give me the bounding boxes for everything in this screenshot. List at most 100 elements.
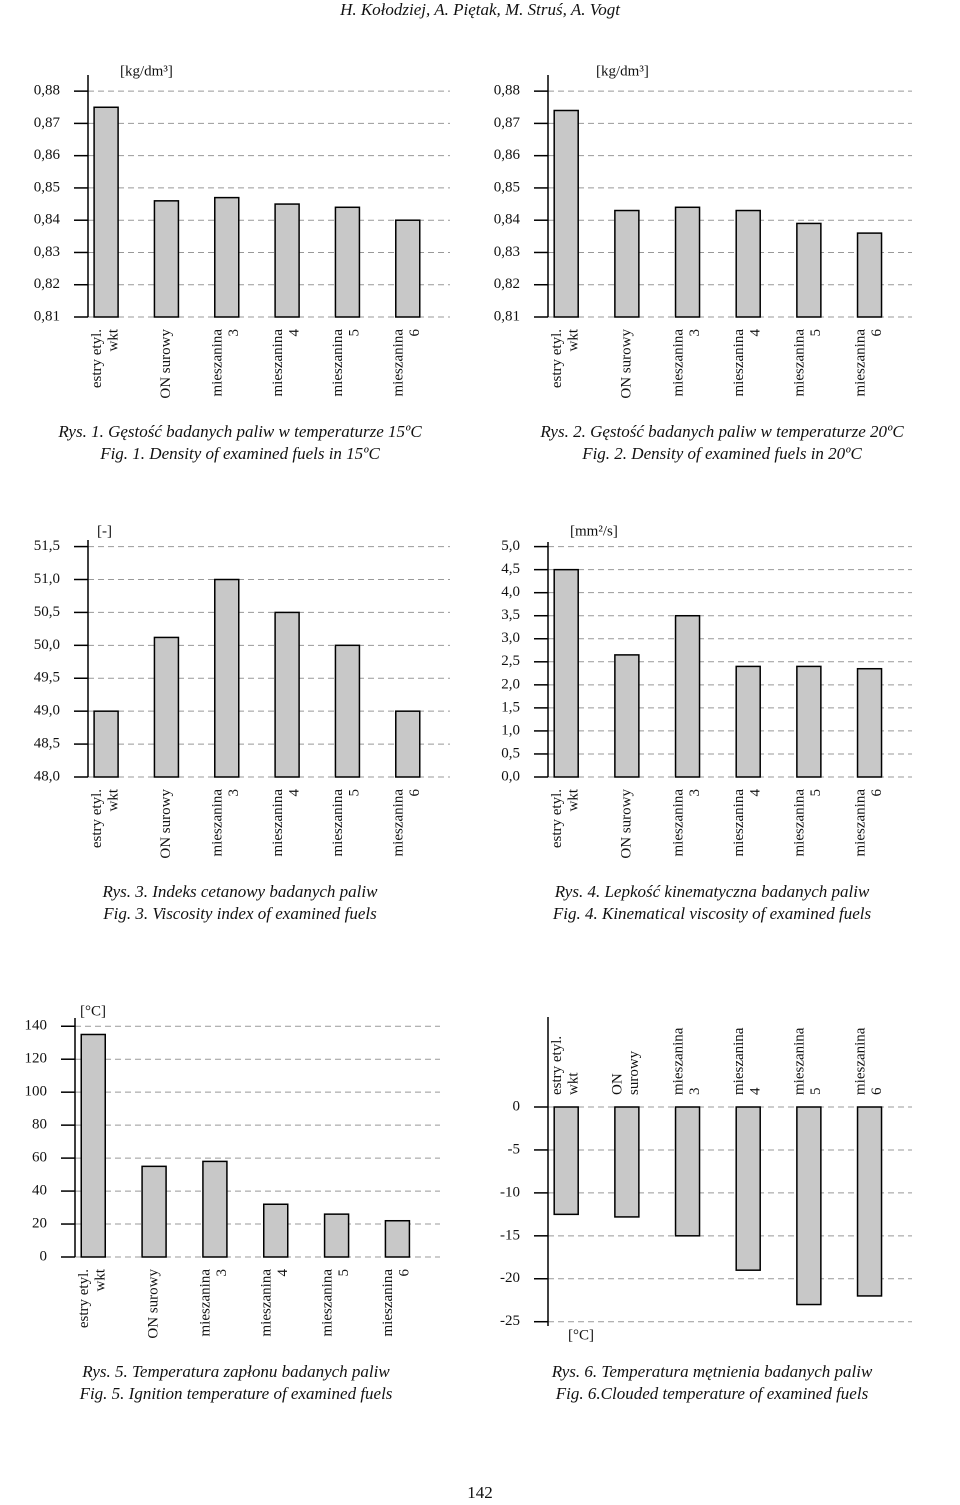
bar [735,665,761,778]
x-tick-label: ON surowy [158,329,174,399]
y-tick-label: 0,5 [501,745,520,761]
bar [274,611,300,778]
x-tick-label: mieszanina3 [671,789,704,857]
caption-polish: Rys. 6. Temperatura mętnienia badanych p… [551,1362,873,1381]
y-tick-label: 2,5 [501,653,520,669]
y-tick-label: 0,81 [494,308,520,324]
x-tick-label: mieszanina4 [731,329,764,397]
y-tick-label: 51,5 [34,538,60,554]
y-tick-label: 80 [32,1117,47,1133]
y-tick-label: 0,0 [501,768,520,784]
bar [141,1165,167,1258]
x-tick-label: mieszanina5 [331,329,364,397]
x-tick-label: estry etyl.wkt [89,328,122,388]
x-tick-label: mieszanina6 [391,789,424,857]
page-number: 142 [467,1483,493,1502]
x-tick-label: mieszanina4 [270,329,303,397]
bar [796,1106,822,1306]
x-tick-label: mieszanina4 [270,789,303,857]
bar [214,578,240,778]
caption-polish: Rys. 4. Lepkość kinematyczna badanych pa… [554,882,870,901]
y-tick-label: 0,82 [34,276,60,292]
x-tick-label: mieszanina4 [259,1269,292,1337]
x-tick-label: mieszanina5 [792,329,825,397]
x-tick-label: estry etyl.wkt [89,788,122,848]
y-axis-unit: [-] [97,523,112,539]
x-tick-label: mieszanina3 [671,1027,704,1095]
y-tick-label: 1,0 [501,722,520,738]
bar [735,1106,761,1271]
x-tick-label: mieszanina5 [331,789,364,857]
y-tick-label: 0,87 [494,115,521,131]
x-tick-label: ON surowy [158,789,174,859]
bar [153,200,180,318]
y-tick-label: 51,0 [34,571,60,587]
y-tick-label: 120 [25,1051,48,1067]
caption-english: Fig. 4. Kinematical viscosity of examine… [552,904,872,923]
y-axis-unit: [kg/dm³] [596,63,649,79]
y-tick-label: 0,86 [494,147,521,163]
y-tick-label: 0,88 [34,83,60,99]
bar [263,1203,289,1258]
y-tick-label: 100 [25,1084,48,1100]
caption-polish: Rys. 5. Temperatura zapłonu badanych pal… [81,1362,390,1381]
bar [614,209,640,318]
bar [93,106,119,318]
bar [856,1106,883,1297]
y-tick-label: 0 [513,1098,521,1114]
y-tick-label: 0,85 [34,179,60,195]
x-tick-label: mieszanina6 [391,329,424,397]
y-tick-label: 48,0 [34,768,60,784]
x-tick-label: estry etyl.wkt [76,1268,109,1328]
bar [674,614,701,778]
y-tick-label: 0,83 [34,244,60,260]
bar [214,196,240,318]
y-tick-label: 0,82 [494,276,520,292]
x-tick-label: mieszanina3 [210,329,243,397]
bar [334,644,361,778]
y-tick-label: 0 [40,1248,48,1264]
y-tick-label: 60 [32,1150,47,1166]
caption-english: Fig. 1. Density of examined fuels in 15º… [99,444,380,463]
bar [553,1106,579,1216]
y-tick-label: -5 [508,1141,521,1157]
bar [93,710,119,778]
bar [274,203,300,318]
y-axis-unit: [°C] [568,1327,594,1343]
bar [614,654,640,778]
bar [395,710,421,778]
bar [674,1106,701,1237]
x-tick-label: mieszanina6 [853,329,886,397]
bar [553,568,579,778]
x-tick-label: mieszanina5 [792,1027,825,1095]
x-tick-label: mieszanina6 [381,1269,414,1337]
y-tick-label: -25 [500,1313,520,1329]
x-tick-label: mieszanina6 [853,1027,886,1095]
bar [334,206,361,318]
y-tick-label: 2,0 [501,676,520,692]
y-tick-label: 49,0 [34,703,60,719]
y-tick-label: 0,84 [34,212,61,228]
bar [796,222,822,318]
x-tick-label: ONsurowy [610,1050,643,1095]
x-tick-label: mieszanina4 [731,1027,764,1095]
caption-english: Fig. 2. Density of examined fuels in 20º… [581,444,862,463]
y-tick-label: 40 [32,1183,47,1199]
bar [384,1219,411,1258]
y-tick-label: 50,5 [34,604,60,620]
x-tick-label: ON surowy [618,329,634,399]
y-tick-label: 140 [25,1018,48,1034]
bar [553,109,579,318]
bar [202,1160,228,1258]
y-tick-label: 0,87 [34,115,61,131]
y-tick-label: 0,85 [494,179,520,195]
x-tick-label: mieszanina5 [320,1269,353,1337]
x-tick-label: ON surowy [618,789,634,859]
caption-polish: Rys. 3. Indeks cetanowy badanych paliw [102,882,379,901]
y-tick-label: 4,0 [501,584,520,600]
bar [856,232,883,318]
caption-english: Fig. 5. Ignition temperature of examined… [79,1384,393,1403]
caption-polish: Rys. 2. Gęstość badanych paliw w tempera… [539,422,904,441]
y-tick-label: 0,81 [34,308,60,324]
